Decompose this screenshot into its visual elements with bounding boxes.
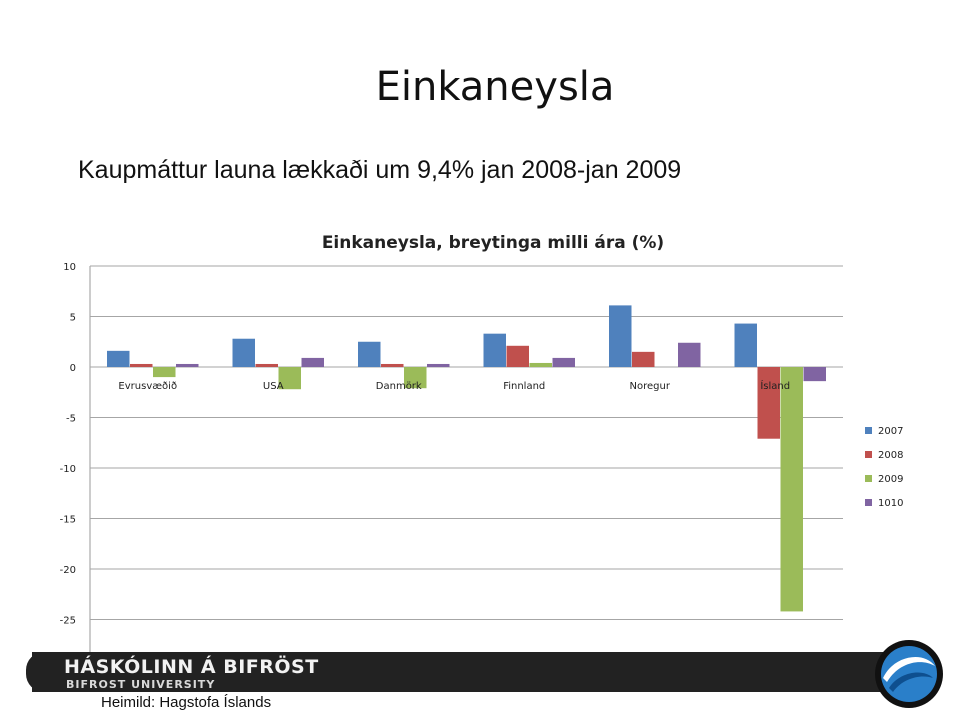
bar-2009 [780,367,803,612]
chart-title: Einkaneysla, breytinga milli ára (%) [322,233,664,253]
x-category-label: Finnland [503,381,545,392]
bar-2008 [506,345,529,367]
legend-label: 1010 [878,498,903,509]
bar-2009 [153,367,176,378]
bar-1010 [176,363,199,367]
bar-2008 [632,351,655,367]
bar-2007 [609,305,632,367]
bar-2008 [255,363,278,367]
x-category-label: USA [263,381,284,392]
legend-swatch [865,427,872,434]
legend-label: 2009 [878,474,903,485]
bar-1010 [803,367,826,382]
bar-2007 [734,323,757,367]
bar-2008 [130,363,153,367]
y-tick-label: 5 [70,313,76,324]
legend-label: 2007 [878,426,903,437]
bar-2008 [381,363,404,367]
bar-1010 [552,357,575,367]
chart-bars [107,305,826,612]
bifrost-logo-icon [875,640,943,708]
legend-swatch [865,475,872,482]
chart-gridlines [89,265,843,670]
x-category-label: Danmörk [376,381,422,392]
x-category-label: Noregur [630,381,671,392]
footer-band [32,652,922,692]
y-tick-label: 0 [70,363,76,374]
bar-2009 [404,367,427,389]
y-tick-label: -5 [66,414,76,425]
bar-2008 [757,367,780,439]
chart-legend: 2007 2008 2009 1010 [865,426,903,509]
bar-2007 [358,341,381,367]
bar-2009 [529,362,552,367]
bar-2009 [278,367,301,390]
y-tick-label: -20 [60,565,76,576]
slide-title: Einkaneysla [375,64,615,110]
brand-subtitle: BIFROST UNIVERSITY [66,678,216,691]
brand-name: HÁSKÓLINN Á BIFRÖST [64,656,319,678]
legend-label: 2008 [878,450,903,461]
x-category-label: Evrusvæðið [118,381,177,392]
x-axis-category-labels: Evrusvæðið USA Danmörk Finnland Noregur Íslan… [118,379,790,392]
bar-1010 [678,342,701,367]
y-axis-tick-labels: 10 5 0 -5 -10 -15 -20 -25 [60,262,76,627]
source-note: Heimild: Hagstofa Íslands [101,694,272,711]
bar-1010 [427,363,450,367]
y-tick-label: -10 [60,464,76,475]
y-tick-label: 10 [63,262,76,273]
x-category-label: Ísland [760,379,790,392]
bar-1010 [301,357,324,367]
slide-subtitle: Kaupmáttur launa lækkaði um 9,4% jan 200… [78,156,682,184]
bar-2007 [107,350,130,367]
bar-2007 [232,338,255,367]
y-tick-label: -15 [60,515,76,526]
y-tick-label: -25 [60,616,76,627]
legend-swatch [865,451,872,458]
bar-2007 [483,333,506,367]
legend-swatch [865,499,872,506]
